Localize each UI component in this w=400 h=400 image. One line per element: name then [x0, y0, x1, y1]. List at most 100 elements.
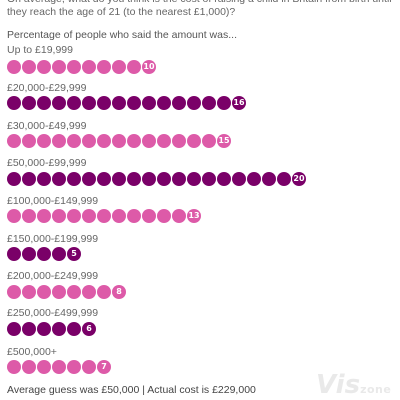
- dot-mark: [67, 172, 81, 186]
- dot-mark: [202, 172, 216, 186]
- dot-mark: [217, 96, 231, 110]
- dot-mark: [157, 209, 171, 223]
- dot-mark: [262, 172, 276, 186]
- watermark-zone: zone: [360, 383, 392, 396]
- count-badge: 16: [232, 96, 246, 110]
- dot-mark: [172, 134, 186, 148]
- dot-mark: [112, 96, 126, 110]
- dot-mark: [7, 134, 21, 148]
- dot-mark: [97, 285, 111, 299]
- dot-mark: [172, 172, 186, 186]
- dot-mark: [22, 209, 36, 223]
- dot-mark: [52, 134, 66, 148]
- dot-mark: [67, 209, 81, 223]
- dot-mark: [7, 247, 21, 261]
- row-label: £30,000-£49,999: [7, 120, 87, 132]
- row-label: Up to £19,999: [7, 44, 73, 56]
- dot-mark: [52, 60, 66, 74]
- dot-mark: [277, 172, 291, 186]
- dot-mark: [22, 134, 36, 148]
- dot-mark: [112, 209, 126, 223]
- dot-mark: [142, 172, 156, 186]
- dot-mark: [52, 322, 66, 336]
- dot-mark: [217, 172, 231, 186]
- dot-mark: [52, 209, 66, 223]
- dot-mark: [37, 247, 51, 261]
- dot-mark: [7, 322, 21, 336]
- dot-mark: [52, 96, 66, 110]
- dot-mark: [187, 96, 201, 110]
- dot-mark: [187, 172, 201, 186]
- dot-mark: [112, 134, 126, 148]
- dot-mark: [82, 96, 96, 110]
- dot-mark: [172, 96, 186, 110]
- dot-mark: [67, 285, 81, 299]
- dot-mark: [82, 134, 96, 148]
- dot-mark: [232, 172, 246, 186]
- dot-mark: [52, 247, 66, 261]
- dot-mark: [97, 134, 111, 148]
- dot-mark: [37, 322, 51, 336]
- dot-mark: [22, 247, 36, 261]
- dot-mark: [82, 172, 96, 186]
- dot-mark: [22, 172, 36, 186]
- dot-mark: [52, 285, 66, 299]
- dot-mark: [157, 134, 171, 148]
- dot-mark: [247, 172, 261, 186]
- dot-mark: [52, 172, 66, 186]
- row-label: £20,000-£29,999: [7, 82, 87, 94]
- count-badge: 15: [217, 134, 231, 148]
- dot-mark: [22, 322, 36, 336]
- row-label: £250,000-£499,999: [7, 307, 99, 319]
- dot-mark: [97, 172, 111, 186]
- count-badge: 7: [97, 360, 111, 374]
- dot-mark: [112, 172, 126, 186]
- row-label: £150,000-£199,999: [7, 233, 99, 245]
- dot-mark: [22, 360, 36, 374]
- dot-mark: [37, 60, 51, 74]
- dot-mark: [37, 96, 51, 110]
- question-text: On average, what do you think is the cos…: [7, 0, 392, 18]
- dot-mark: [22, 285, 36, 299]
- dot-mark: [7, 360, 21, 374]
- dot-mark: [37, 209, 51, 223]
- dot-mark: [37, 134, 51, 148]
- dot-mark: [82, 60, 96, 74]
- watermark-vis: Vis: [316, 370, 361, 400]
- watermark-logo: Viszone: [316, 370, 391, 400]
- dot-mark: [82, 285, 96, 299]
- dot-mark: [127, 209, 141, 223]
- dot-mark: [157, 172, 171, 186]
- dot-mark: [37, 285, 51, 299]
- count-badge: 6: [82, 322, 96, 336]
- dot-mark: [7, 96, 21, 110]
- dot-mark: [67, 96, 81, 110]
- dot-mark: [67, 60, 81, 74]
- count-badge: 13: [187, 209, 201, 223]
- dot-mark: [187, 134, 201, 148]
- count-badge: 10: [142, 60, 156, 74]
- dot-mark: [37, 172, 51, 186]
- count-badge: 5: [67, 247, 81, 261]
- dot-mark: [172, 209, 186, 223]
- count-badge: 20: [292, 172, 306, 186]
- dot-mark: [52, 360, 66, 374]
- dot-mark: [22, 60, 36, 74]
- dot-mark: [202, 96, 216, 110]
- dot-mark: [127, 172, 141, 186]
- dot-mark: [7, 209, 21, 223]
- dot-mark: [7, 60, 21, 74]
- dot-mark: [97, 209, 111, 223]
- dot-mark: [37, 360, 51, 374]
- dot-mark: [127, 60, 141, 74]
- dot-mark: [142, 209, 156, 223]
- dot-mark: [127, 96, 141, 110]
- row-label: £500,000+: [7, 346, 57, 358]
- dot-mark: [97, 96, 111, 110]
- count-badge: 8: [112, 285, 126, 299]
- footer-note: Average guess was £50,000 | Actual cost …: [7, 384, 256, 396]
- row-label: £50,000-£99,999: [7, 157, 87, 169]
- dot-mark: [112, 60, 126, 74]
- dot-mark: [7, 172, 21, 186]
